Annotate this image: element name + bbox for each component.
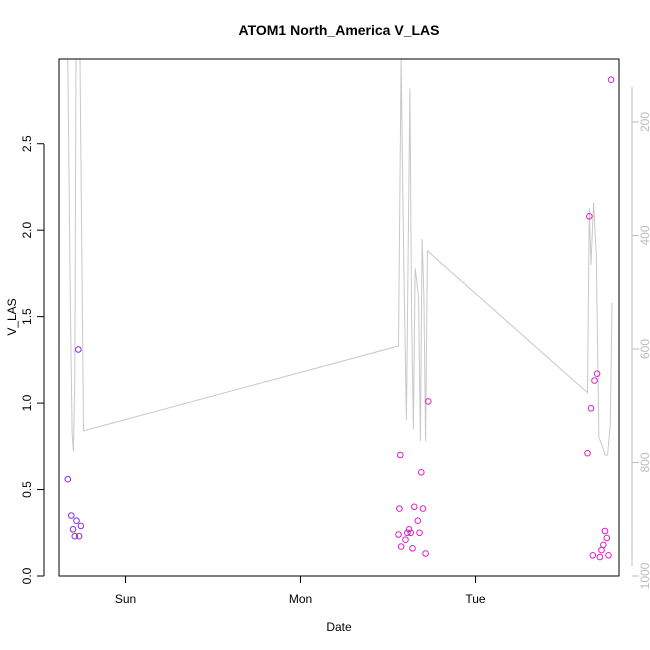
y-tick-label: 0.5	[20, 481, 34, 498]
data-point	[603, 534, 611, 542]
right-tick-label: 800	[638, 452, 650, 472]
data-point	[591, 377, 598, 384]
data-point	[422, 550, 429, 557]
data-point	[397, 451, 404, 459]
data-point	[596, 553, 604, 561]
data-point	[419, 505, 427, 512]
right-tick-label: 400	[638, 225, 650, 245]
data-point	[414, 517, 422, 525]
data-point	[418, 469, 425, 476]
plot-frame	[58, 58, 620, 577]
data-point	[593, 370, 601, 378]
y-axis: 0.0 0.5 1.0 1.5 2.0 2.5	[20, 135, 45, 584]
x-axis: Sun Mon Tue	[115, 575, 486, 606]
data-point	[75, 532, 83, 540]
data-point	[407, 529, 415, 537]
data-point	[402, 536, 409, 544]
data-point	[64, 475, 72, 483]
y-tick-label: 0.0	[20, 567, 34, 584]
y-tick-label: 1.0	[20, 394, 34, 411]
y-tick-label: 2.0	[20, 222, 34, 239]
y-tick-label: 2.5	[20, 135, 34, 152]
data-point	[397, 543, 405, 550]
right-axis: 200 400 600 800 1000	[631, 87, 650, 589]
data-point	[404, 529, 411, 537]
data-point	[73, 517, 80, 525]
data-point	[600, 541, 607, 549]
right-tick-label: 1000	[638, 562, 650, 589]
series-line	[67, 58, 613, 456]
data-point	[605, 552, 612, 559]
right-tick-label: 600	[638, 339, 650, 359]
x-tick-label: Mon	[289, 592, 312, 606]
data-point	[68, 512, 75, 519]
x-tick-label: Tue	[465, 592, 486, 606]
data-point	[425, 398, 432, 405]
data-point	[601, 527, 609, 535]
data-point	[395, 531, 402, 538]
data-point	[586, 213, 593, 220]
series-line-layer	[67, 58, 613, 456]
data-point	[77, 522, 85, 530]
y-axis-label: V_LAS	[5, 298, 19, 335]
right-tick-label: 200	[638, 112, 650, 132]
data-point	[607, 76, 615, 83]
data-point	[69, 526, 77, 533]
x-axis-label: Date	[326, 620, 352, 634]
x-tick-label: Sun	[115, 592, 136, 606]
data-point	[411, 503, 418, 511]
scatter-points-layer	[64, 76, 615, 561]
data-point	[589, 552, 597, 559]
data-point	[405, 526, 413, 533]
data-point	[75, 346, 82, 353]
chart-title: ATOM1 North_America V_LAS	[239, 22, 440, 38]
data-point	[409, 545, 416, 552]
data-point	[396, 505, 403, 512]
data-point	[416, 529, 423, 537]
data-point	[587, 405, 595, 412]
data-point	[584, 449, 591, 457]
y-tick-label: 1.5	[20, 308, 34, 325]
data-point	[71, 532, 79, 540]
